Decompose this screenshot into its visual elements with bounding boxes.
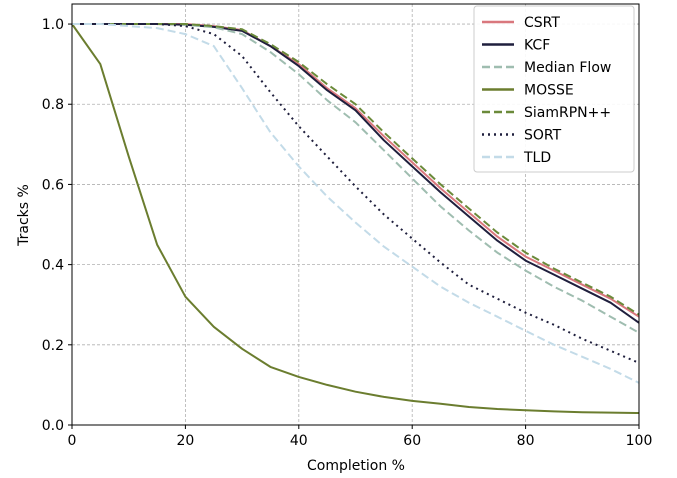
legend-label: Median Flow	[524, 60, 611, 76]
series-line-mosse	[71, 23, 640, 414]
legend-label: TLD	[523, 150, 551, 166]
x-tick-label: 80	[517, 433, 535, 449]
y-tick-label: 0.8	[42, 97, 64, 113]
legend-label: SORT	[524, 128, 562, 144]
series-line-tld	[72, 23, 640, 384]
y-tick-label: 0.2	[42, 338, 64, 354]
x-tick-label: 0	[68, 433, 77, 449]
y-tick-label: 0.4	[42, 258, 64, 274]
y-tick-label: 0.0	[42, 418, 64, 434]
y-axis-label: Tracks %	[16, 184, 32, 247]
x-tick-label: 100	[626, 433, 653, 449]
y-tick-label: 0.6	[42, 177, 64, 193]
axis-ticks: 0 20 40 60 80 100 0.0 0.2 0.4 0.6 0.8 1.0	[42, 17, 653, 449]
y-tick-label: 1.0	[42, 17, 64, 33]
legend-label: KCF	[524, 38, 550, 54]
series-line-median-flow	[72, 23, 640, 334]
legend-box	[473, 5, 635, 173]
x-tick-label: 60	[403, 433, 421, 449]
series-line-siamrpn-	[72, 23, 640, 316]
x-axis-label: Completion %	[307, 458, 405, 474]
legend-label: CSRT	[524, 15, 560, 31]
legend-label: SiamRPN++	[524, 105, 611, 121]
legend: CSRT KCF Median Flow MOSSE SiamRPN++ SORT TLD	[473, 5, 635, 173]
plot-frame	[71, 3, 640, 426]
series-line-kcf	[72, 23, 640, 324]
x-tick-label: 20	[176, 433, 194, 449]
legend-label: MOSSE	[524, 83, 574, 99]
x-tick-label: 40	[290, 433, 308, 449]
series-lines	[71, 23, 640, 414]
